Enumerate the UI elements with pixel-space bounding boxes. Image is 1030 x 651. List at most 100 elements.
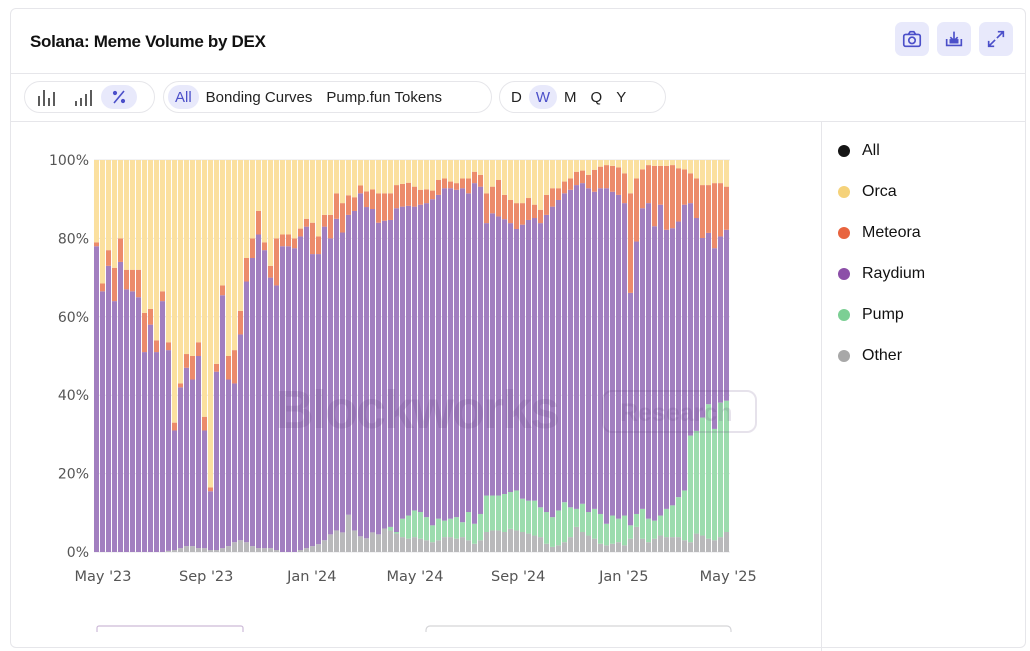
- bar-segment-raydium[interactable]: [148, 324, 153, 552]
- bar-segment-meteora[interactable]: [370, 189, 375, 209]
- bar-segment-raydium[interactable]: [670, 228, 675, 506]
- bar-segment-raydium[interactable]: [526, 219, 531, 501]
- bar-segment-pump[interactable]: [400, 518, 405, 538]
- bar-segment-other[interactable]: [418, 538, 423, 552]
- bar-segment-raydium[interactable]: [700, 238, 705, 418]
- bar-segment-meteora[interactable]: [94, 242, 99, 247]
- bar-segment-other[interactable]: [424, 540, 429, 552]
- bar-segment-orca[interactable]: [394, 160, 399, 186]
- bar-segment-meteora[interactable]: [706, 185, 711, 233]
- bar-segment-pump[interactable]: [442, 520, 447, 538]
- bar-segment-pump[interactable]: [478, 513, 483, 541]
- bar-segment-other[interactable]: [646, 542, 651, 552]
- legend-item-raydium[interactable]: Raydium: [826, 253, 925, 294]
- bar-segment-orca[interactable]: [310, 160, 315, 223]
- bar-segment-meteora[interactable]: [640, 169, 645, 209]
- bar-segment-pump[interactable]: [706, 404, 711, 539]
- bar-segment-other[interactable]: [538, 537, 543, 552]
- bar-segment-raydium[interactable]: [724, 229, 729, 401]
- bar-segment-other[interactable]: [724, 532, 729, 552]
- bar-segment-meteora[interactable]: [394, 185, 399, 209]
- bar-segment-pump[interactable]: [724, 400, 729, 533]
- interval-m[interactable]: M: [564, 88, 577, 106]
- bar-segment-meteora[interactable]: [646, 165, 651, 204]
- bar-segment-meteora[interactable]: [424, 189, 429, 204]
- bar-segment-meteora[interactable]: [514, 203, 519, 229]
- bar-segment-orca[interactable]: [220, 160, 225, 286]
- bar-segment-meteora[interactable]: [280, 234, 285, 247]
- bar-segment-meteora[interactable]: [376, 193, 381, 223]
- bar-segment-orca[interactable]: [328, 160, 333, 215]
- bar-segment-orca[interactable]: [616, 160, 621, 168]
- bar-segment-orca[interactable]: [700, 160, 705, 186]
- bar-segment-meteora[interactable]: [214, 363, 219, 372]
- bar-segment-raydium[interactable]: [502, 219, 507, 494]
- bar-segment-raydium[interactable]: [382, 220, 387, 529]
- bar-segment-orca[interactable]: [418, 160, 423, 190]
- bar-segment-other[interactable]: [166, 550, 171, 552]
- bar-segment-orca[interactable]: [658, 160, 663, 166]
- bar-segment-raydium[interactable]: [634, 241, 639, 514]
- bar-segment-pump[interactable]: [460, 522, 465, 538]
- bar-segment-other[interactable]: [496, 530, 501, 552]
- bar-segment-other[interactable]: [364, 538, 369, 552]
- bar-segment-meteora[interactable]: [568, 178, 573, 190]
- bar-segment-raydium[interactable]: [406, 205, 411, 516]
- bar-segment-meteora[interactable]: [226, 356, 231, 380]
- bar-segment-raydium[interactable]: [442, 188, 447, 521]
- bar-segment-meteora[interactable]: [598, 166, 603, 189]
- bar-segment-raydium[interactable]: [100, 291, 105, 552]
- bar-segment-other[interactable]: [448, 537, 453, 552]
- bar-segment-raydium[interactable]: [232, 383, 237, 543]
- bar-segment-meteora[interactable]: [604, 165, 609, 189]
- bar-segment-orca[interactable]: [130, 160, 135, 270]
- bar-segment-orca[interactable]: [262, 160, 267, 243]
- bar-segment-pump[interactable]: [646, 518, 651, 543]
- bar-segment-raydium[interactable]: [178, 387, 183, 549]
- bar-segment-orca[interactable]: [316, 160, 321, 237]
- bar-segment-raydium[interactable]: [532, 218, 537, 501]
- bar-segment-pump[interactable]: [502, 493, 507, 533]
- bar-segment-orca[interactable]: [442, 160, 447, 179]
- bar-segment-pump[interactable]: [694, 430, 699, 534]
- range-selector-right[interactable]: [425, 625, 732, 632]
- bar-segment-meteora[interactable]: [472, 171, 477, 184]
- bar-segment-raydium[interactable]: [364, 207, 369, 539]
- bar-segment-meteora[interactable]: [358, 185, 363, 194]
- bar-segment-raydium[interactable]: [166, 350, 171, 551]
- bar-segment-raydium[interactable]: [694, 218, 699, 431]
- bar-segment-meteora[interactable]: [274, 238, 279, 286]
- bar-segment-pump[interactable]: [508, 492, 513, 529]
- bar-segment-orca[interactable]: [334, 160, 339, 194]
- bar-segment-pump[interactable]: [556, 510, 561, 546]
- bar-segment-orca[interactable]: [304, 160, 309, 219]
- bar-segment-other[interactable]: [664, 537, 669, 552]
- legend-item-all[interactable]: All: [826, 130, 925, 171]
- bar-segment-raydium[interactable]: [718, 236, 723, 403]
- bar-segment-meteora[interactable]: [586, 174, 591, 189]
- legend-item-meteora[interactable]: Meteora: [826, 212, 925, 253]
- bar-segment-orca[interactable]: [358, 160, 363, 186]
- bar-segment-orca[interactable]: [376, 160, 381, 194]
- bar-segment-orca[interactable]: [424, 160, 429, 190]
- bar-segment-orca[interactable]: [604, 160, 609, 166]
- bar-segment-meteora[interactable]: [496, 179, 501, 217]
- bar-segment-raydium[interactable]: [658, 204, 663, 516]
- bar-segment-meteora[interactable]: [478, 174, 483, 187]
- bar-segment-other[interactable]: [532, 535, 537, 552]
- bar-segment-orca[interactable]: [430, 160, 435, 191]
- bar-segment-raydium[interactable]: [646, 203, 651, 519]
- bar-segment-other[interactable]: [712, 540, 717, 552]
- bar-segment-other[interactable]: [508, 528, 513, 552]
- bar-segment-raydium[interactable]: [592, 191, 597, 509]
- bar-segment-raydium[interactable]: [202, 430, 207, 549]
- bar-segment-orca[interactable]: [646, 160, 651, 166]
- bar-segment-pump[interactable]: [628, 525, 633, 539]
- bar-segment-pump[interactable]: [412, 510, 417, 538]
- bar-segment-orca[interactable]: [478, 160, 483, 175]
- interval-q[interactable]: Q: [590, 88, 603, 106]
- bar-segment-other[interactable]: [472, 543, 477, 552]
- bar-segment-other[interactable]: [328, 534, 333, 552]
- bar-segment-orca[interactable]: [268, 160, 273, 266]
- bar-segment-orca[interactable]: [244, 160, 249, 258]
